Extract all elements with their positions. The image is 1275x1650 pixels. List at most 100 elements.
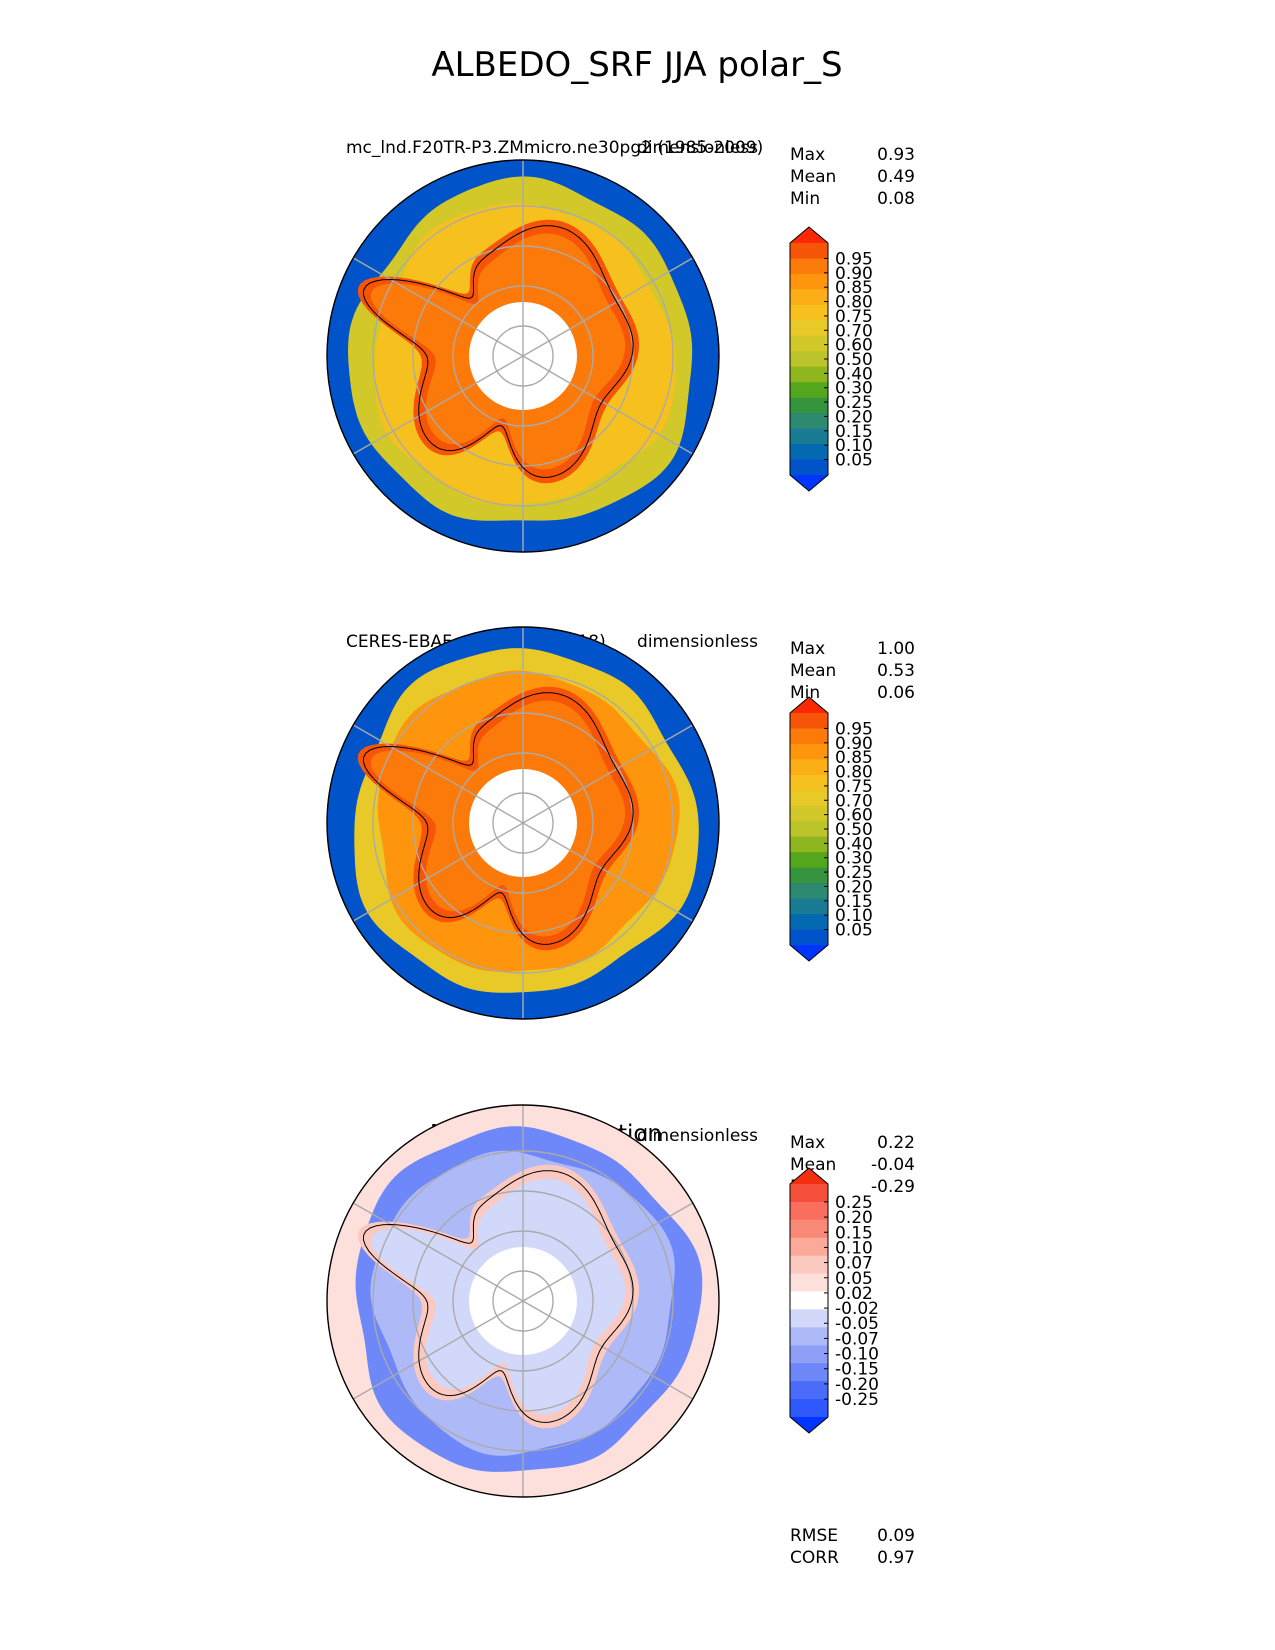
map-frame <box>326 159 720 553</box>
colorbar-extend-max <box>790 1168 828 1184</box>
colorbar-segment <box>790 351 828 368</box>
colorbar-tick-label: -0.07 <box>835 1329 879 1349</box>
colorbar-tick-label: 0.60 <box>835 806 873 826</box>
map-field <box>327 1105 719 1497</box>
colorbar-segment <box>790 914 828 931</box>
panel-reference: CERES-EBAF v4.1 (2001-2018) dimensionles… <box>326 626 915 1020</box>
colorbar-tick-label: 0.25 <box>835 1193 873 1213</box>
panel-diff: Model - Observation dimensionless Max 0.… <box>326 1104 915 1568</box>
colorbar-extend-max <box>790 697 828 713</box>
colorbar-extend-min <box>790 945 828 961</box>
colorbar-outline <box>789 1167 829 1434</box>
colorbar-tick-label: 0.70 <box>835 321 873 341</box>
colorbar-segment <box>790 366 828 383</box>
stats-block: Max 0.93 Mean 0.49 Min 0.08 <box>790 145 915 209</box>
figure-title: ALBEDO_SRF JJA polar_S <box>431 45 842 85</box>
gridlines <box>352 160 694 552</box>
colorbar-segment <box>790 929 828 946</box>
colorbar-tick-label: 0.15 <box>835 422 873 442</box>
colorbar-segment <box>790 289 828 306</box>
meridian-line <box>522 724 694 824</box>
colorbar-segment <box>790 304 828 321</box>
stat-value: 0.06 <box>877 683 915 703</box>
colorbar: 0.950.900.850.800.750.700.600.500.400.30… <box>789 696 873 962</box>
colorbar-segment <box>790 444 828 461</box>
metric-value: 0.97 <box>877 1548 915 1568</box>
colorbar-segment <box>790 852 828 869</box>
colorbar-segment <box>790 273 828 290</box>
meridian-line <box>522 355 694 455</box>
meridian-line <box>522 1300 694 1400</box>
stat-value: 0.22 <box>877 1133 915 1153</box>
colorbar-tick-label: 0.20 <box>835 407 873 427</box>
stat-label: Mean <box>790 167 836 187</box>
panel-title-left: mc_lnd.F20TR-P3.ZMmicro.ne30pg2 (1985-20… <box>346 138 763 158</box>
meridian-line <box>522 257 694 357</box>
colorbar-tick-label: 0.90 <box>835 264 873 284</box>
map-field <box>327 627 719 1019</box>
meridian-line <box>352 355 524 455</box>
colorbar-tick-label: 0.80 <box>835 293 873 313</box>
panel-title-right: dimensionless <box>637 632 758 652</box>
colorbar: 0.950.900.850.800.750.700.600.500.400.30… <box>789 226 873 492</box>
colorbar-segment <box>790 898 828 915</box>
stat-label: Mean <box>790 1155 836 1175</box>
colorbar-tick-label: 0.10 <box>835 1238 873 1258</box>
colorbar-segment <box>790 1291 828 1310</box>
panel-title-right: dimensionless <box>637 138 758 158</box>
colorbar-tick-label: 0.15 <box>835 1223 873 1243</box>
colorbar-segment <box>790 1345 828 1364</box>
colorbar-outline <box>789 696 829 962</box>
stat-value: 1.00 <box>877 639 915 659</box>
colorbar-segment <box>790 1201 828 1221</box>
gridlines <box>352 627 694 1019</box>
colorbar-tick-label: 0.15 <box>835 892 873 912</box>
colorbar-tick-label: 0.70 <box>835 791 873 811</box>
meridian-line <box>352 257 524 357</box>
colorbar-tick-label: 0.05 <box>835 921 873 941</box>
colorbar-segment <box>790 821 828 838</box>
colorbar-tick-label: 0.40 <box>835 834 873 854</box>
metrics-block: RMSE 0.09 CORR 0.97 <box>790 1526 915 1568</box>
colorbar-segment <box>790 883 828 900</box>
colorbar-tick-label: 0.20 <box>835 877 873 897</box>
stat-label: Min <box>790 189 820 209</box>
colorbar-segment <box>790 428 828 445</box>
colorbar-tick-label: 0.60 <box>835 336 873 356</box>
map-frame <box>326 626 720 1020</box>
colorbar-extend-min <box>790 1417 828 1433</box>
meridian-line <box>352 822 524 922</box>
colorbar-segment <box>790 243 828 259</box>
stat-value: -0.04 <box>871 1155 915 1175</box>
colorbar-tick-label: -0.10 <box>835 1345 879 1365</box>
gridlines <box>352 1105 694 1497</box>
colorbar-segment <box>790 805 828 822</box>
colorbar-tick-label: 0.30 <box>835 849 873 869</box>
meridian-line <box>522 1202 694 1302</box>
map-field <box>327 160 719 552</box>
colorbar-segment <box>790 335 828 352</box>
coastline <box>362 225 634 478</box>
colorbar-segment <box>790 1237 828 1257</box>
colorbar-segment <box>790 1273 828 1293</box>
polar-map <box>326 159 720 553</box>
colorbar-tick-label: 0.75 <box>835 777 873 797</box>
colorbar-tick-label: 0.25 <box>835 863 873 883</box>
stat-label: Mean <box>790 661 836 681</box>
stat-label: Max <box>790 1133 825 1153</box>
colorbar-tick-label: -0.20 <box>835 1375 879 1395</box>
colorbar-tick-label: -0.02 <box>835 1299 879 1319</box>
colorbar-tick-label: 0.95 <box>835 249 873 269</box>
stat-label: Max <box>790 639 825 659</box>
colorbar-segment <box>790 759 828 776</box>
meridian-line <box>522 822 694 922</box>
colorbar-segment <box>790 459 828 476</box>
colorbar-tick-label: 0.80 <box>835 763 873 783</box>
colorbar-tick-label: 0.85 <box>835 278 873 298</box>
colorbar-segment <box>790 1327 828 1346</box>
colorbar-segment <box>790 1363 828 1382</box>
colorbar-segment <box>790 1381 828 1400</box>
colorbar-segment <box>790 867 828 884</box>
colorbar-segment <box>790 774 828 791</box>
colorbar-segment <box>790 1399 828 1418</box>
